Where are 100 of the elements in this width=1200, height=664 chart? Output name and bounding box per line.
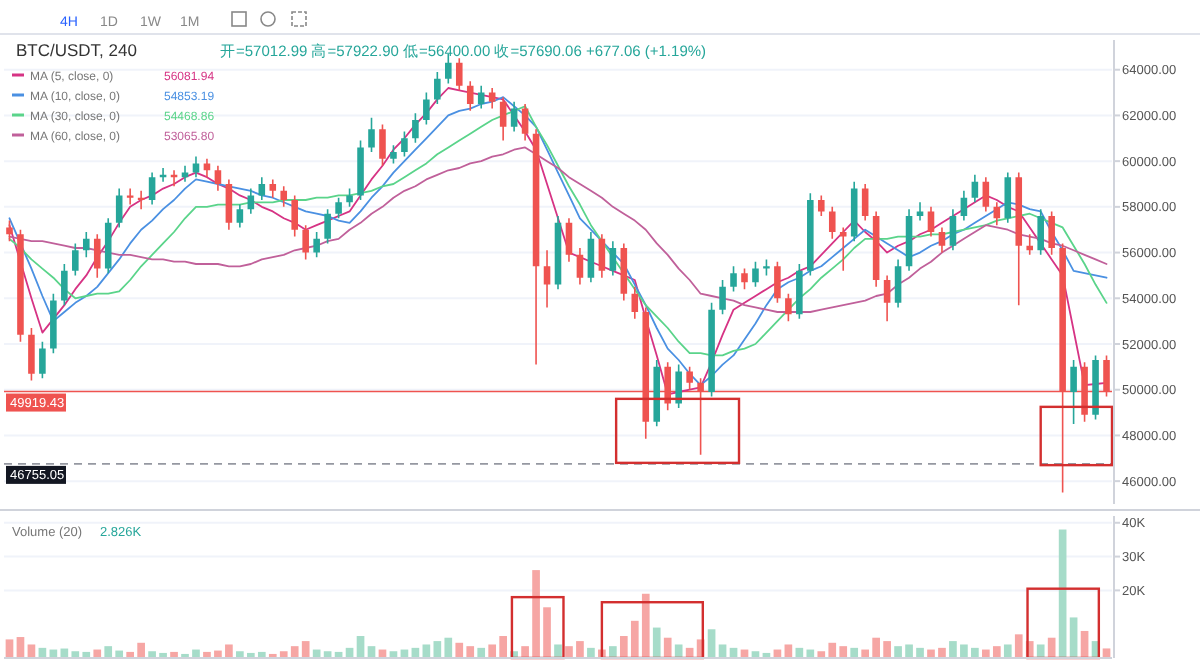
candlestick	[850, 181, 858, 242]
candlestick	[905, 209, 913, 271]
candlestick	[148, 172, 156, 205]
candlestick	[203, 158, 211, 178]
bar	[1003, 644, 1012, 658]
candlestick	[576, 248, 584, 285]
candlestick	[181, 165, 189, 182]
candlestick	[807, 193, 814, 276]
bar	[554, 644, 562, 658]
candlestick	[993, 202, 1001, 226]
candlestick	[949, 209, 957, 251]
bar	[477, 647, 486, 658]
bar	[850, 647, 859, 658]
candlestick	[828, 206, 836, 239]
candlestick	[554, 216, 562, 290]
candlestick	[313, 232, 320, 258]
candlestick	[499, 97, 507, 141]
candlestick	[872, 211, 880, 287]
candlestick	[719, 280, 726, 315]
candlestick	[50, 293, 57, 354]
bar	[1036, 644, 1045, 658]
candlestick	[39, 341, 46, 379]
candlestick	[258, 177, 266, 200]
candlestick	[631, 286, 639, 319]
candlestick	[543, 250, 551, 308]
candlestick	[763, 259, 770, 276]
candlestick	[609, 241, 617, 276]
candlestick	[598, 234, 606, 278]
bar	[1069, 617, 1078, 658]
candlestick	[159, 168, 167, 182]
candlestick	[82, 232, 90, 258]
candlestick	[1037, 209, 1044, 255]
candlestick	[960, 190, 968, 221]
candlestick	[137, 190, 145, 210]
candlestick	[434, 72, 441, 104]
candlestick	[839, 227, 847, 271]
bar	[609, 646, 617, 658]
candlestick	[346, 188, 353, 207]
bar	[1047, 637, 1056, 658]
candlestick	[894, 259, 902, 308]
bar	[587, 647, 595, 658]
candlestick	[225, 179, 233, 230]
candlestick	[1015, 172, 1023, 306]
candlestick	[532, 129, 540, 365]
candlestick	[390, 145, 397, 164]
candlestick	[401, 131, 408, 157]
candlestick	[741, 268, 748, 290]
candlestick	[170, 170, 178, 187]
candlestick	[587, 232, 595, 283]
candlestick	[510, 101, 518, 132]
candlestick	[1070, 360, 1077, 424]
candlestick	[796, 264, 803, 319]
candlestick	[785, 293, 792, 322]
candlestick	[214, 165, 222, 191]
candlestick	[379, 124, 386, 166]
candlestick	[412, 113, 419, 143]
candlestick	[730, 266, 737, 292]
candlestick	[620, 243, 628, 301]
candlestick	[126, 188, 134, 205]
candlestick	[115, 188, 123, 228]
candlestick	[916, 202, 924, 221]
chart-title: BTC/USDT, 240	[16, 40, 138, 60]
candlestick	[708, 302, 715, 397]
candlestick	[774, 261, 781, 303]
candlestick	[368, 117, 375, 152]
line-series	[8, 146, 1108, 313]
candlestick	[236, 204, 244, 228]
candlestick	[565, 218, 573, 262]
candlestick	[466, 81, 474, 111]
candlestick	[302, 225, 309, 260]
candlestick	[61, 264, 68, 306]
candlestick	[6, 220, 13, 242]
candlestick	[455, 58, 463, 91]
candlestick	[280, 186, 288, 207]
candlestick	[861, 184, 869, 221]
candlestick	[28, 328, 35, 381]
candlestick	[971, 174, 979, 203]
candlestick	[93, 234, 101, 278]
candlestick	[104, 218, 112, 274]
candlestick	[192, 156, 200, 178]
candlestick	[752, 261, 759, 287]
bar	[663, 637, 672, 658]
candlestick	[335, 197, 342, 219]
candlestick	[423, 92, 430, 125]
candlestick	[1048, 211, 1055, 255]
candlestick	[675, 364, 682, 408]
candlestick	[1026, 234, 1034, 255]
candlestick	[477, 85, 485, 109]
candlestick	[291, 195, 298, 237]
candlestick	[488, 88, 496, 109]
candlestick	[269, 179, 277, 198]
candlestick	[938, 227, 946, 253]
candlestick	[17, 229, 24, 342]
bar	[1014, 634, 1023, 658]
candlestick	[247, 188, 255, 214]
candlestick	[324, 209, 331, 244]
candlestick	[927, 206, 935, 237]
candlestick	[521, 104, 529, 141]
candlestick	[883, 275, 891, 322]
candlestick	[818, 195, 825, 216]
